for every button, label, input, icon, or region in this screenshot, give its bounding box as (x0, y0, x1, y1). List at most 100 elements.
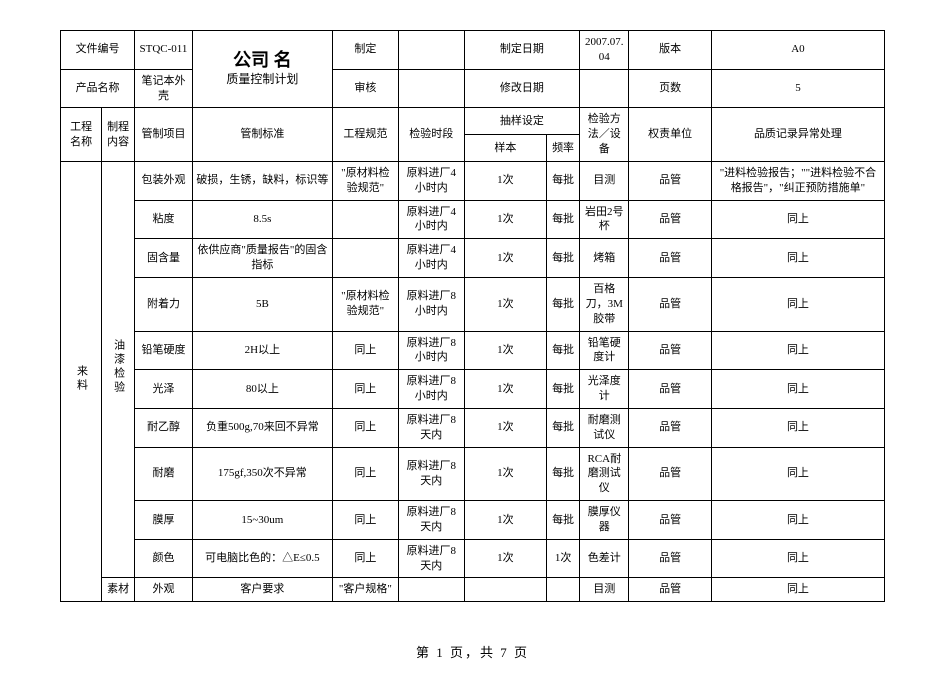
cell-record: 同上 (711, 200, 884, 239)
cell-stage: 原料进厂8天内 (398, 539, 464, 578)
cell-method: 铅笔硬度计 (580, 331, 629, 370)
cell-spec (332, 239, 398, 278)
cell-record: 同上 (711, 539, 884, 578)
cell-freq: 每批 (547, 239, 580, 278)
cell-item: 外观 (135, 578, 193, 602)
cell-item: 包装外观 (135, 161, 193, 200)
cell-method: 目测 (580, 578, 629, 602)
cell-sample (464, 578, 546, 602)
header-row-2: 产品名称 笔记本外壳 审核 修改日期 页数 5 (61, 69, 885, 108)
cell-spec: 同上 (332, 447, 398, 501)
cell-sample: 1次 (464, 239, 546, 278)
cell-owner: 品管 (629, 408, 711, 447)
cell-stage: 原料进厂8小时内 (398, 370, 464, 409)
cell-std: 客户要求 (192, 578, 332, 602)
cell-freq: 每批 (547, 408, 580, 447)
cell-method: 色差计 (580, 539, 629, 578)
cell-sample: 1次 (464, 408, 546, 447)
col-standard: 管制标准 (192, 108, 332, 162)
docnum-label: 文件编号 (61, 31, 135, 70)
cell-record: 同上 (711, 277, 884, 331)
pager: 第 1 页，共 7 页 (60, 642, 885, 661)
cell-freq: 每批 (547, 501, 580, 540)
cell-owner: 品管 (629, 331, 711, 370)
cell-stage: 原料进厂4小时内 (398, 161, 464, 200)
col-proccontent: 制程 内容 (102, 108, 135, 162)
cell-item: 粘度 (135, 200, 193, 239)
table-row: 附着力 5B "原材料检验规范" 原料进厂8小时内 1次 每批 百格刀，3M胶带… (61, 277, 885, 331)
cell-sample: 1次 (464, 447, 546, 501)
cell-spec: "原材料检验规范" (332, 277, 398, 331)
cell-owner: 品管 (629, 501, 711, 540)
table-row: 粘度 8.5s 原料进厂4小时内 1次 每批 岩田2号杯 品管 同上 (61, 200, 885, 239)
prepared-value (398, 31, 464, 70)
cell-std: 175gf,350次不异常 (192, 447, 332, 501)
cell-method: 烤箱 (580, 239, 629, 278)
cell-freq: 每批 (547, 161, 580, 200)
cell-record: 同上 (711, 408, 884, 447)
cell-freq: 每批 (547, 277, 580, 331)
cell-sample: 1次 (464, 539, 546, 578)
table-row: 耐磨 175gf,350次不异常 同上 原料进厂8天内 1次 每批 RCA耐磨测… (61, 447, 885, 501)
product-label: 产品名称 (61, 69, 135, 108)
version-label: 版本 (629, 31, 711, 70)
cell-spec: 同上 (332, 408, 398, 447)
cell-method: 膜厚仪器 (580, 501, 629, 540)
cell-std: 2H以上 (192, 331, 332, 370)
cell-item: 光泽 (135, 370, 193, 409)
cell-method: 耐磨测试仪 (580, 408, 629, 447)
cell-owner: 品管 (629, 277, 711, 331)
review-label: 审核 (332, 69, 398, 108)
cell-freq (547, 578, 580, 602)
version-value: A0 (711, 31, 884, 70)
cell-std: 15~30um (192, 501, 332, 540)
cell-std: 80以上 (192, 370, 332, 409)
cell-item: 耐乙醇 (135, 408, 193, 447)
cell-record: 同上 (711, 239, 884, 278)
cell-freq: 每批 (547, 447, 580, 501)
col-record: 品质记录异常处理 (711, 108, 884, 162)
cell-freq: 1次 (547, 539, 580, 578)
cell-stage: 原料进厂8小时内 (398, 331, 464, 370)
cell-sample: 1次 (464, 277, 546, 331)
col-freq: 频率 (547, 135, 580, 162)
company-name: 公司 名 (196, 51, 329, 71)
cell-owner: 品管 (629, 200, 711, 239)
prepdate-value: 2007.07.04 (580, 31, 629, 70)
table-row: 膜厚 15~30um 同上 原料进厂8天内 1次 每批 膜厚仪器 品管 同上 (61, 501, 885, 540)
cell-record: 同上 (711, 370, 884, 409)
table-row: 来料 油漆检验 包装外观 破损，生锈，缺料，标识等 "原材料检验规范" 原料进厂… (61, 161, 885, 200)
revdate-value (580, 69, 629, 108)
table-row: 光泽 80以上 同上 原料进厂8小时内 1次 每批 光泽度计 品管 同上 (61, 370, 885, 409)
cell-spec: 同上 (332, 370, 398, 409)
cell-record: "进料检验报告；""进料检验不合格报告"，"纠正预防措施单" (711, 161, 884, 200)
table-row: 铅笔硬度 2H以上 同上 原料进厂8小时内 1次 每批 铅笔硬度计 品管 同上 (61, 331, 885, 370)
cell-std: 破损，生锈，缺料，标识等 (192, 161, 332, 200)
cell-freq: 每批 (547, 200, 580, 239)
cell-sample: 1次 (464, 200, 546, 239)
subtitle: 质量控制计划 (196, 71, 329, 87)
col-procname: 工程 名称 (61, 108, 102, 162)
cell-sample: 1次 (464, 161, 546, 200)
prepared-label: 制定 (332, 31, 398, 70)
cell-freq: 每批 (547, 331, 580, 370)
cell-std: 负重500g,70来回不异常 (192, 408, 332, 447)
revdate-label: 修改日期 (464, 69, 579, 108)
cell-owner: 品管 (629, 447, 711, 501)
header-row-1: 文件编号 STQC-011 公司 名 质量控制计划 制定 制定日期 2007.0… (61, 31, 885, 70)
cell-std: 8.5s (192, 200, 332, 239)
cell-method: 百格刀，3M胶带 (580, 277, 629, 331)
cell-sample: 1次 (464, 501, 546, 540)
cell-item: 膜厚 (135, 501, 193, 540)
table-row: 颜色 可电脑比色的：△E≤0.5 同上 原料进厂8天内 1次 1次 色差计 品管… (61, 539, 885, 578)
cell-std: 依供应商"质量报告"的固含指标 (192, 239, 332, 278)
cell-item: 颜色 (135, 539, 193, 578)
cell-item: 铅笔硬度 (135, 331, 193, 370)
prepdate-label: 制定日期 (464, 31, 579, 70)
cell-item: 附着力 (135, 277, 193, 331)
cell-spec (332, 200, 398, 239)
col-method: 检验方法／设备 (580, 108, 629, 162)
review-value (398, 69, 464, 108)
cell-record: 同上 (711, 331, 884, 370)
col-sample-group: 抽样设定 (464, 108, 579, 135)
